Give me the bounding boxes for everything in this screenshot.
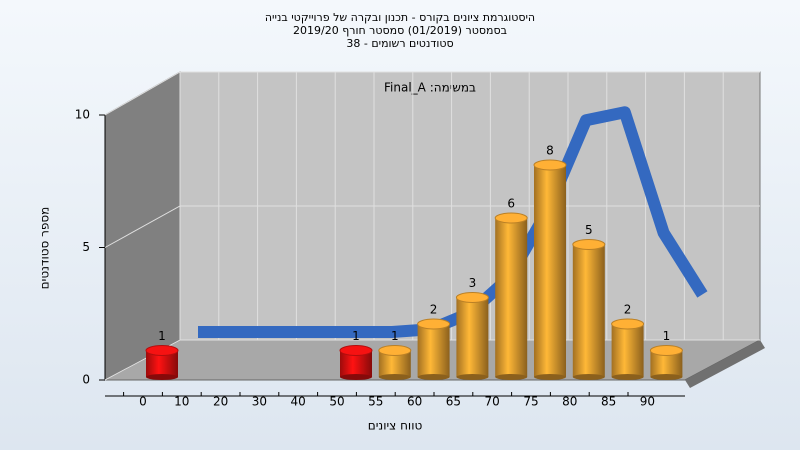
x-tick-label: 55 [368,395,383,409]
bar-top [339,345,373,356]
bar [495,218,528,377]
bar-bottom [572,374,605,380]
left-wall [104,71,181,381]
value-label: 3 [469,276,477,290]
value-label: 2 [624,303,632,317]
bar-bottom [146,374,178,380]
curve [198,106,708,338]
value-label: 1 [158,329,166,343]
chart-title: סטודנטים רשומים - 38 [346,37,453,50]
x-tick-label: 50 [329,395,344,409]
x-axis-label: טווח ציונים [368,419,423,433]
chart-title: בסמסטר (01/2019) סמסטר חורף 2019/20 [293,24,507,37]
y-tick-label: 0 [82,373,90,387]
bar-bottom [417,374,450,380]
value-label: 1 [663,329,671,343]
value-label: 5 [585,223,593,237]
bar-bottom [650,374,683,380]
bar-bottom [611,374,644,380]
bar [417,324,450,377]
x-tick-label: 80 [562,395,577,409]
x-tick-label: 40 [291,395,306,409]
bar-top [145,345,179,356]
x-tick-label: 70 [485,395,500,409]
x-tick-label: 10 [174,395,189,409]
bar-top [494,212,528,224]
value-label: 8 [546,144,554,158]
value-label: 1 [352,329,360,343]
bar-top [455,292,489,303]
x-tick-label: 85 [601,395,616,409]
x-tick-label: 60 [407,395,422,409]
bar [456,297,489,377]
floor-edge [685,340,765,388]
bar-top [649,345,683,356]
x-tick-label: 20 [213,395,228,409]
bar-bottom [495,374,528,380]
x-tick-label: 75 [523,395,538,409]
bar [572,244,605,377]
bar-top [378,345,412,356]
bar-top [417,318,451,330]
x-tick-label: 65 [446,395,461,409]
bar [534,165,566,377]
bar-top [572,239,606,250]
bar-top [611,318,645,330]
x-tick-label: 30 [252,395,267,409]
y-tick-label: 10 [75,108,90,122]
y-axis-label: מספר סטודנטים [38,207,52,290]
x-tick-label: 90 [640,395,655,409]
value-label: 6 [507,197,515,211]
value-label: 1 [391,329,399,343]
bar-bottom [534,374,566,380]
value-label: 2 [430,303,438,317]
y-tick-label: 5 [82,240,90,254]
x-tick-label: 0 [139,395,147,409]
bar-top [533,159,567,171]
annotation: במשימה: Final_A [384,81,476,95]
bar-bottom [340,374,372,380]
bar [611,324,644,377]
chart-title: היסטוגרמת ציונים בקורס - תכנון ובקרה של … [265,11,535,24]
bar-bottom [378,374,411,380]
bar-bottom [456,374,489,380]
